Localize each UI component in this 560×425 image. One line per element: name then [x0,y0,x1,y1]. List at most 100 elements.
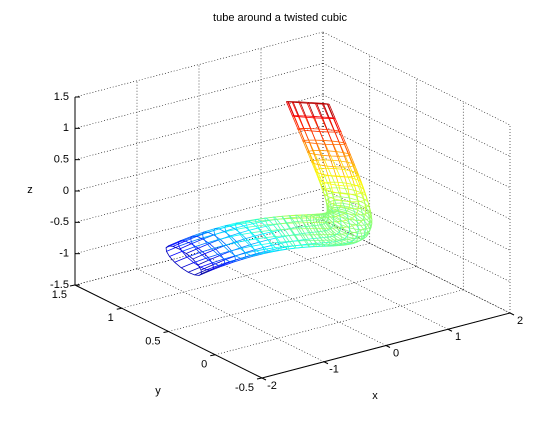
z-tick-label: -1.5 [50,279,69,291]
tube-mesh-line [344,177,346,184]
tube-mesh-line [348,189,349,194]
tube-mesh-line [263,232,271,234]
tube-mesh-line [179,242,191,247]
y-tick-label: 1 [108,312,114,324]
tube-mesh-line [307,103,313,118]
chart-title: tube around a twisted cubic [213,12,347,24]
x-tick-label: 0 [393,347,399,359]
x-tick-label: 1 [455,331,461,343]
tube-mesh-line [299,240,304,241]
tube-mesh-line [352,178,354,185]
tube-mesh-line [328,176,330,183]
tube-mesh-line [334,168,336,175]
tube-mesh-line [194,243,206,247]
x-tick [386,346,390,348]
tube-mesh-line [296,247,303,248]
z-tick-label: 0 [63,185,69,197]
y-tick [210,355,215,356]
tube-mesh-line [300,102,306,116]
tube-mesh-line [348,231,349,234]
x-tick [448,329,452,331]
tube-mesh-line [320,165,324,175]
z-tick-label: 1 [63,122,69,134]
grid-line [215,290,463,355]
tube-mesh-line [251,245,261,247]
tube-mesh-line [258,225,268,226]
tube-mesh-line [240,233,251,235]
tube-mesh-line [299,116,304,129]
tube-mesh-line [325,144,330,156]
x-tick-label: 2 [517,315,523,327]
z-tick-label: -1 [59,248,69,260]
tube-mesh-line [330,182,332,188]
tube-mesh-line [218,237,229,240]
y-tick-label: -0.5 [235,382,254,394]
tube-mesh-line [342,201,345,208]
tube-mesh-line [293,102,299,116]
y-tick [117,308,122,309]
x-tick [510,313,514,315]
tube-mesh-line [295,234,300,235]
tube-mesh-line [181,263,193,268]
tube-mesh-line [201,263,213,267]
z-tick-label: -0.5 [50,216,69,228]
x-tick [262,378,266,380]
tube-mesh-line [261,243,271,244]
tube-mesh-line [342,220,346,221]
tube-mesh-line [293,221,298,222]
tube-mesh-line [169,251,182,256]
y-tick-label: 0 [201,359,207,371]
tube-mesh-line [281,229,290,230]
tube-mesh-line [282,216,290,217]
y-tick [164,332,169,333]
grid-line [137,269,324,362]
tube-mesh-line [260,240,268,242]
y-tick [257,378,262,379]
tube-mesh-line [303,247,309,248]
y-axis-label: y [155,385,161,397]
z-axis-label: z [27,184,33,196]
tube-mesh-line [334,145,339,157]
tube-mesh-line [235,253,246,256]
tube-mesh-line [340,145,345,157]
y-tick [70,285,75,286]
tube-mesh-line [277,223,286,224]
z-tick-label: 1.5 [54,91,69,103]
tube-mesh-line [255,234,263,236]
tube-mesh-line [287,222,293,223]
tube-mesh-line [299,103,305,118]
tube-mesh-line [342,169,344,176]
tube-mesh-line [316,103,322,117]
tube-mesh-line [313,118,319,132]
tube-mesh-line [206,254,218,258]
grid-line [169,267,417,332]
tube-mesh-line [266,248,275,249]
tube-mesh-line [317,144,322,156]
tube-mesh-line [326,168,328,175]
tube-mesh-line [348,226,352,227]
tube-mesh-line [175,257,188,262]
tube-mesh-line [249,228,258,230]
grid-line [199,253,386,346]
x-tick-label: -2 [267,380,277,392]
tube-mesh-line [315,104,321,119]
x-axis-label: x [372,390,378,402]
x-tick-label: -1 [329,364,339,376]
tube-mesh-line [339,188,340,193]
tube-mesh-line [240,230,249,233]
x-tick [324,362,328,364]
tube-mesh-line [244,224,253,226]
y-tick-label: 0.5 [145,335,160,347]
tube-mesh-line [310,143,315,155]
tube-mesh-line [340,177,344,186]
tube-mesh-line [332,176,336,185]
tube-mesh-line [308,102,314,116]
tube-mesh-line [188,267,200,272]
grid-line [323,32,510,125]
tube-mesh-line [348,239,353,240]
tube-mesh-line [251,231,261,232]
tube-mesh-line [268,238,276,240]
z-tick-label: 0.5 [54,154,69,166]
